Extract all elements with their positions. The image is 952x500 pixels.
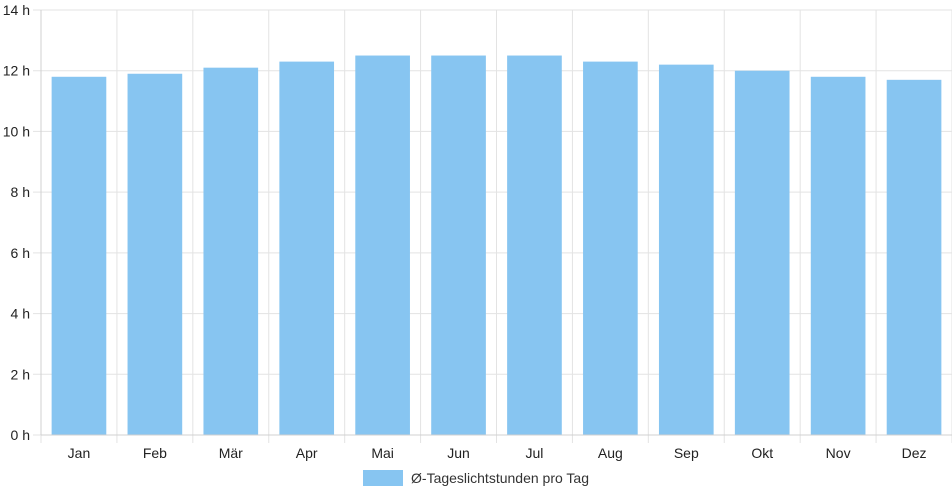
bar-feb[interactable] — [127, 73, 183, 435]
x-tick-label: Jan — [68, 445, 91, 461]
y-tick-label: 14 h — [3, 2, 30, 18]
x-tick-label: Jun — [447, 445, 470, 461]
y-tick-label: 8 h — [11, 184, 30, 200]
y-tick-label: 2 h — [11, 366, 30, 382]
bar-sep[interactable] — [658, 64, 714, 436]
grid-lines — [33, 9, 952, 443]
bar-jun[interactable] — [431, 55, 486, 436]
bar-jan[interactable] — [51, 76, 107, 436]
bar-mai[interactable] — [355, 55, 410, 436]
legend-swatch — [363, 470, 404, 486]
bar-jul[interactable] — [507, 55, 562, 436]
y-tick-label: 0 h — [11, 427, 30, 443]
bar-aug[interactable] — [583, 61, 638, 435]
axes — [40, 10, 952, 436]
x-tick-label: Okt — [751, 445, 773, 461]
bar-nov[interactable] — [810, 76, 866, 436]
y-tick-label: 4 h — [11, 306, 30, 322]
x-tick-label: Apr — [296, 445, 318, 461]
x-tick-label: Dez — [902, 445, 927, 461]
y-tick-label: 6 h — [11, 245, 30, 261]
x-tick-label: Jul — [526, 445, 544, 461]
y-tick-label: 10 h — [3, 123, 30, 139]
y-axis-tick-labels: 0 h 2 h 4 h 6 h 8 h 10 h 12 h 14 h — [3, 2, 30, 443]
y-tick-label: 12 h — [3, 63, 30, 79]
x-tick-label: Mai — [371, 445, 394, 461]
bars — [51, 55, 942, 436]
legend-label: Ø-Tageslichtstunden pro Tag — [411, 470, 589, 486]
x-tick-label: Aug — [598, 445, 623, 461]
x-tick-label: Feb — [143, 445, 167, 461]
bar-mär[interactable] — [203, 67, 259, 435]
x-tick-label: Nov — [826, 445, 851, 461]
bar-apr[interactable] — [279, 61, 335, 435]
x-tick-label: Mär — [219, 445, 243, 461]
x-tick-label: Sep — [674, 445, 699, 461]
x-axis-tick-labels: Jan Feb Mär Apr Mai Jun Jul Aug Sep Okt Nov Dez — [68, 445, 927, 461]
legend[interactable]: Ø-Tageslichtstunden pro Tag — [0, 470, 952, 486]
bar-dez[interactable] — [886, 79, 942, 436]
bar-okt[interactable] — [734, 70, 790, 435]
